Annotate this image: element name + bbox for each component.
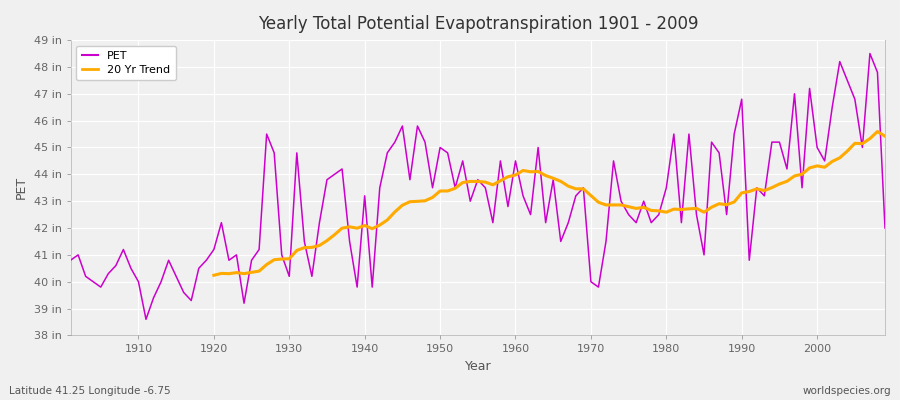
X-axis label: Year: Year — [464, 360, 491, 373]
Y-axis label: PET: PET — [15, 176, 28, 199]
Text: worldspecies.org: worldspecies.org — [803, 386, 891, 396]
Title: Yearly Total Potential Evapotranspiration 1901 - 2009: Yearly Total Potential Evapotranspiratio… — [257, 15, 698, 33]
Text: Latitude 41.25 Longitude -6.75: Latitude 41.25 Longitude -6.75 — [9, 386, 171, 396]
Legend: PET, 20 Yr Trend: PET, 20 Yr Trend — [76, 46, 176, 80]
